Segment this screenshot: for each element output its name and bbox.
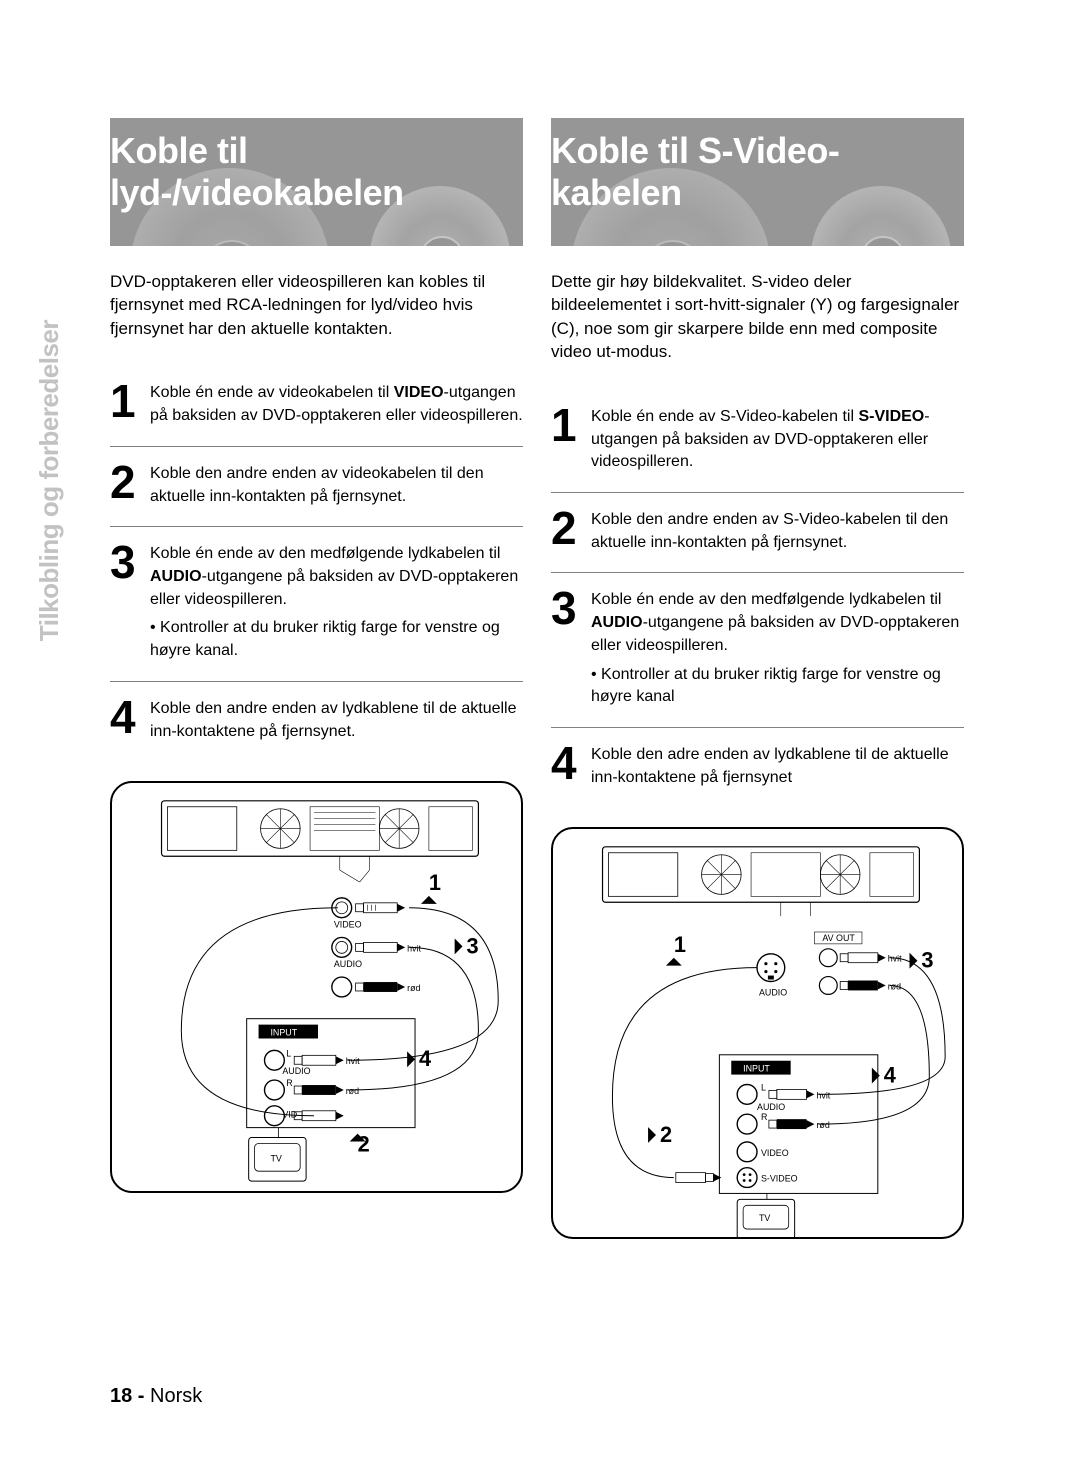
svg-text:S-VIDEO: S-VIDEO <box>761 1174 798 1184</box>
svg-text:hvit: hvit <box>346 1057 360 1067</box>
page-content: Koble til lyd-/videokabelen DVD-opptaker… <box>110 118 964 1239</box>
left-step-2: 2 Koble den andre enden av videokabelen … <box>110 447 523 527</box>
svg-text:L: L <box>286 1049 291 1059</box>
right-title-banner: Koble til S-Video-kabelen <box>551 118 964 246</box>
right-intro: Dette gir høy bildekvalitet. S-video del… <box>551 270 964 364</box>
step-text: Koble den andre enden av S-Video-kabelen… <box>591 505 964 554</box>
svg-text:INPUT: INPUT <box>270 1028 297 1038</box>
step-bullet: • Kontroller at du bruker riktig farge f… <box>591 664 964 709</box>
step-number: 3 <box>110 539 150 663</box>
svg-text:1: 1 <box>674 932 686 957</box>
svg-text:AUDIO: AUDIO <box>759 988 787 998</box>
svg-text:TV: TV <box>759 1214 770 1224</box>
right-column: Koble til S-Video-kabelen Dette gir høy … <box>551 118 964 1239</box>
step-number: 2 <box>551 505 591 554</box>
step-text: Koble én ende av videokabelen til <box>150 384 394 401</box>
svg-text:2: 2 <box>358 1132 370 1157</box>
svg-text:rød: rød <box>816 1121 829 1131</box>
page-number: 18 - <box>110 1385 144 1407</box>
step-number: 2 <box>110 459 150 508</box>
left-column: Koble til lyd-/videokabelen DVD-opptaker… <box>110 118 523 1239</box>
svg-text:2: 2 <box>660 1122 672 1147</box>
svg-text:R: R <box>286 1078 293 1088</box>
step-bold: AUDIO <box>150 568 202 585</box>
svg-text:3: 3 <box>921 948 933 973</box>
svg-text:hvit: hvit <box>816 1091 830 1101</box>
right-diagram-svg: AV OUT hvit <box>553 829 962 1237</box>
svg-text:TV: TV <box>270 1154 281 1164</box>
svg-text:3: 3 <box>467 934 479 959</box>
right-title: Koble til S-Video-kabelen <box>551 130 964 214</box>
svg-text:INPUT: INPUT <box>743 1064 770 1074</box>
step-text: -utgangene på baksiden av DVD-opptak­ere… <box>591 614 959 654</box>
step-bullet: • Kontroller at du bruker riktig farge f… <box>150 617 523 662</box>
step-number: 3 <box>551 585 591 709</box>
left-diagram-svg: VIDEO hvit AUDIO rød <box>112 783 521 1191</box>
left-title: Koble til lyd-/videokabelen <box>110 130 523 214</box>
svg-text:AV OUT: AV OUT <box>822 933 855 943</box>
svg-text:4: 4 <box>419 1046 431 1071</box>
svg-text:1: 1 <box>429 870 441 895</box>
left-diagram: VIDEO hvit AUDIO rød <box>110 781 523 1193</box>
right-step-1: 1 Koble én ende av S-Video-kabelen til S… <box>551 390 964 493</box>
svg-text:AUDIO: AUDIO <box>757 1103 785 1113</box>
step-text: -utgangene på baksiden av DVD-opptak­ere… <box>150 568 518 608</box>
left-step-3: 3 Koble én ende av den medfølgende lydka… <box>110 527 523 682</box>
step-text: Koble den andre enden av videokabelen ti… <box>150 459 523 508</box>
svg-text:VIDEO: VIDEO <box>334 920 362 930</box>
left-title-banner: Koble til lyd-/videokabelen <box>110 118 523 246</box>
svg-text:rød: rød <box>407 983 420 993</box>
step-text: Koble én ende av S-Video-kabelen til <box>591 408 858 425</box>
step-number: 1 <box>551 402 591 474</box>
step-bold: AUDIO <box>591 614 643 631</box>
left-step-1: 1 Koble én ende av videokabelen til VIDE… <box>110 366 523 446</box>
step-text: Koble én ende av den medfølgende lydkabe… <box>591 591 941 608</box>
step-text: Koble den adre enden av lydkablene til d… <box>591 740 964 789</box>
svg-text:rød: rød <box>346 1086 359 1096</box>
svg-text:4: 4 <box>884 1063 896 1088</box>
step-number: 4 <box>110 694 150 743</box>
step-bold: VIDEO <box>394 384 444 401</box>
right-step-4: 4 Koble den adre enden av lydkablene til… <box>551 728 964 807</box>
right-step-2: 2 Koble den andre enden av S-Video-kabel… <box>551 493 964 573</box>
svg-text:AUDIO: AUDIO <box>334 959 362 969</box>
page-language: Norsk <box>150 1385 202 1407</box>
svg-text:R: R <box>761 1113 768 1123</box>
step-bold: S-VIDEO <box>858 408 924 425</box>
left-intro: DVD-opptakeren eller videospilleren kan … <box>110 270 523 340</box>
right-diagram: AV OUT hvit <box>551 827 964 1239</box>
step-text: Koble den andre enden av lydkablene til … <box>150 694 523 743</box>
left-step-4: 4 Koble den andre enden av lydkablene ti… <box>110 682 523 761</box>
right-step-3: 3 Koble én ende av den medfølgende lydka… <box>551 573 964 728</box>
svg-text:AUDIO: AUDIO <box>282 1066 310 1076</box>
svg-text:L: L <box>761 1083 766 1093</box>
step-number: 1 <box>110 378 150 427</box>
svg-text:VIDEO: VIDEO <box>761 1148 789 1158</box>
step-number: 4 <box>551 740 591 789</box>
page-footer: 18 - Norsk <box>110 1385 202 1408</box>
step-text: Koble én ende av den medfølgende lydkabe… <box>150 545 500 562</box>
section-tab: Tilkobling og forberedelser <box>34 320 65 641</box>
